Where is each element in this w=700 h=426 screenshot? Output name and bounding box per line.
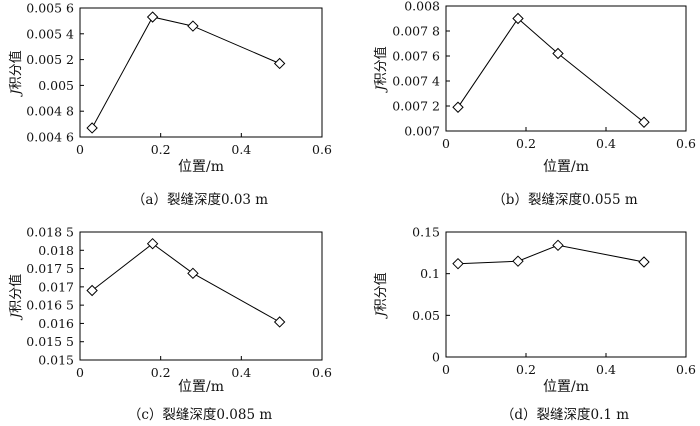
- data-point: [552, 239, 564, 252]
- y-tick-label: 0.007 4: [392, 74, 440, 89]
- panel-caption: （c）裂缝深度0.085 m: [128, 407, 272, 423]
- chart-panel-b: 0 0.2 0.4 0.6 0.007 0.007 2 0.007 4 0.007 6 0.00…: [373, 0, 696, 208]
- x-tick-label: 0.2: [516, 136, 536, 151]
- y-tick-label: 0.004 8: [26, 104, 74, 119]
- series-line: [91, 16, 280, 129]
- data-point: [273, 57, 286, 70]
- y-axis-label-text: 积分值: [373, 46, 389, 85]
- y-tick-label: 0.018: [38, 243, 74, 258]
- panel-caption: （d）裂缝深度0.1 m: [501, 407, 629, 423]
- data-point: [146, 11, 159, 23]
- y-axis-label-text: 积分值: [8, 274, 24, 313]
- y-tick-label: 0.005: [38, 78, 74, 93]
- y-axis-label-symbol: J: [374, 85, 389, 94]
- y-tick-label: 0.015: [38, 353, 74, 368]
- data-point: [187, 267, 199, 280]
- y-tick-label: 0.016: [38, 316, 74, 331]
- y-axis-label: J积分值: [8, 274, 24, 321]
- panel-caption: （a）裂缝深度0.03 m: [132, 192, 268, 208]
- y-tick-label: 0.018 5: [26, 225, 74, 240]
- data-point: [452, 101, 464, 113]
- y-axis-label-symbol: J: [9, 312, 24, 321]
- x-axis-label: 位置/m: [178, 379, 224, 395]
- x-tick-label: 0.6: [312, 365, 332, 380]
- y-tick-label: 0.015 5: [26, 334, 74, 349]
- y-tick-label: 0.017: [38, 279, 74, 294]
- y-tick-label: 0.005 2: [26, 52, 74, 67]
- plot-frame: [79, 231, 323, 361]
- x-tick-label: 0.4: [596, 362, 616, 377]
- x-tick-label: 0: [76, 365, 84, 380]
- x-axis-label: 位置/m: [543, 379, 589, 395]
- data-point: [273, 316, 286, 328]
- y-tick-label: 0.007 6: [392, 49, 440, 64]
- data-point: [187, 20, 199, 32]
- x-axis-label: 位置/m: [543, 159, 589, 175]
- y-tick-label: 0.007: [404, 124, 440, 139]
- x-tick-label: 0.6: [676, 136, 696, 151]
- y-tick-label: 0.15: [412, 225, 440, 240]
- y-tick-label: 0.017 5: [26, 261, 74, 276]
- x-tick-label: 0.4: [596, 136, 616, 151]
- x-axis-label: 位置/m: [178, 159, 224, 175]
- y-axis-label-symbol: J: [374, 311, 389, 320]
- x-tick-label: 0: [442, 362, 450, 377]
- plot-frame: [79, 7, 323, 138]
- data-point: [146, 237, 159, 250]
- y-tick-label: 0.004 6: [26, 130, 74, 145]
- y-tick-label: 0.005 4: [26, 26, 74, 41]
- y-axis-label: J积分值: [373, 272, 389, 319]
- y-tick-label: 0.005 6: [26, 1, 74, 16]
- y-tick-label: 0.007 2: [392, 99, 440, 114]
- data-point: [512, 255, 524, 267]
- y-tick-label: 0.05: [412, 308, 440, 323]
- y-axis-label: J积分值: [373, 46, 389, 93]
- x-tick-label: 0: [442, 136, 450, 151]
- chart-panel-c: 0 0.2 0.4 0.6 0.015 0.015 5 0.016 0.016 5 0.017 0…: [8, 225, 332, 424]
- series-line: [457, 17, 645, 123]
- x-tick-label: 0.2: [516, 362, 536, 377]
- plot-frame: [445, 231, 687, 358]
- x-tick-label: 0.2: [151, 142, 171, 157]
- x-tick-label: 0.4: [231, 142, 251, 157]
- series-line: [91, 243, 280, 323]
- data-point: [512, 12, 524, 25]
- data-point: [638, 256, 650, 268]
- y-tick-label: 0: [432, 350, 440, 365]
- chart-panel-a: 0 0.2 0.4 0.6 0.004 6 0.004 8 0.005 0.005 2 0.00…: [8, 1, 332, 209]
- x-tick-label: 0.2: [151, 365, 171, 380]
- panel-caption: （b）裂缝深度0.055 m: [492, 192, 638, 208]
- y-tick-label: 0.016 5: [26, 298, 74, 313]
- data-point: [86, 122, 98, 134]
- y-axis-label-text: 积分值: [8, 50, 24, 89]
- data-point: [638, 116, 650, 128]
- x-tick-label: 0.4: [231, 365, 251, 380]
- y-axis-label: J积分值: [8, 50, 24, 97]
- x-tick-label: 0.6: [312, 142, 332, 157]
- y-axis-label-symbol: J: [9, 89, 24, 98]
- y-tick-label: 0.007 8: [392, 24, 440, 39]
- y-tick-label: 0.1: [420, 266, 440, 281]
- data-point: [86, 284, 98, 297]
- x-tick-label: 0: [76, 142, 84, 157]
- y-tick-label: 0.008: [404, 0, 440, 14]
- series-line: [457, 244, 645, 265]
- x-tick-label: 0.6: [676, 362, 696, 377]
- plot-frame: [445, 5, 687, 132]
- data-point: [452, 257, 464, 270]
- data-point: [552, 47, 564, 60]
- y-axis-label-text: 积分值: [373, 272, 389, 311]
